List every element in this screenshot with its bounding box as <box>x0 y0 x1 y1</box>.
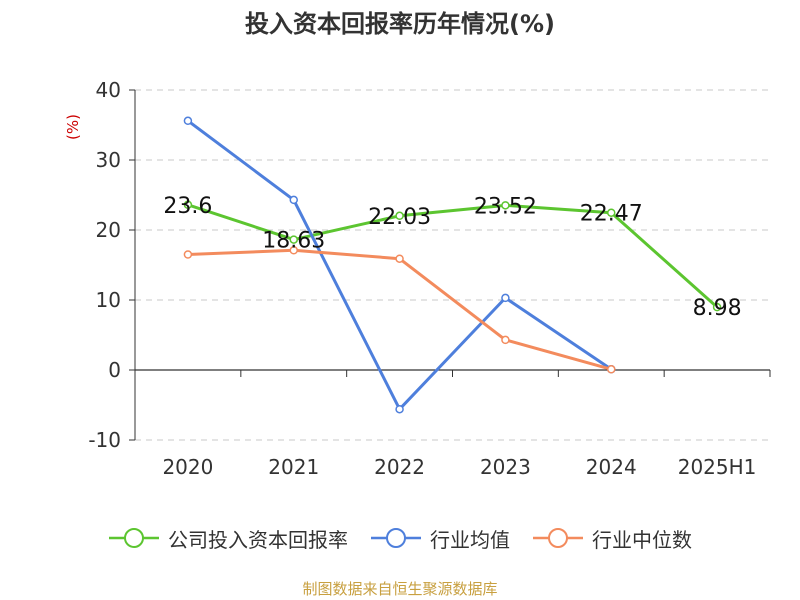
y-axis-label: (%) <box>64 114 82 140</box>
data-point <box>289 195 298 205</box>
data-point <box>501 335 510 345</box>
data-point <box>501 201 510 210</box>
legend-swatch-industry-avg <box>371 528 421 548</box>
data-point <box>712 302 722 312</box>
x-tick-label: 2020 <box>162 455 213 479</box>
x-tick-label: 2023 <box>480 455 531 479</box>
legend-label-company: 公司投入资本回报率 <box>168 527 348 552</box>
data-point <box>183 116 193 126</box>
legend-marker <box>124 528 144 548</box>
series-line-3 <box>187 248 612 371</box>
line-chart: 40 30 20 10 0 -10 (%) 2020 2021 2022 2023 2024 2025H… <box>64 78 771 479</box>
legend-item-industry-median[interactable]: 行业中位数 <box>532 524 692 553</box>
x-tick-label: 2024 <box>586 455 637 479</box>
data-label: 22.47 <box>580 202 643 227</box>
legend-item-industry-avg[interactable]: 行业均值 <box>370 524 510 553</box>
series-line-1 <box>187 203 719 309</box>
data-point <box>501 293 510 303</box>
data-point <box>607 208 616 217</box>
chart-title: 投入资本回报率历年情况(%) <box>245 10 555 38</box>
y-tick-label: 0 <box>108 358 121 382</box>
data-label: 18.63 <box>262 229 325 254</box>
data-point <box>395 254 404 263</box>
data-point <box>289 246 298 255</box>
legend-swatch-industry-median <box>533 528 583 548</box>
y-tick-label: 40 <box>96 78 121 102</box>
legend-label-industry-avg: 行业均值 <box>430 527 510 552</box>
legend-item-company[interactable]: 公司投入资本回报率 <box>108 524 348 553</box>
data-label: 22.03 <box>368 205 431 230</box>
x-tick-label: 2022 <box>374 455 425 479</box>
legend-marker <box>386 528 406 548</box>
legend-marker <box>548 528 568 548</box>
legend: 公司投入资本回报率 行业均值 行业中位数 <box>0 520 800 556</box>
data-point <box>607 365 616 374</box>
data-point <box>395 211 404 221</box>
y-tick-label: 10 <box>96 288 121 312</box>
y-tick-label: 20 <box>96 218 121 242</box>
legend-swatch-company <box>109 528 159 548</box>
data-label: 23.52 <box>474 194 537 219</box>
data-point <box>395 404 404 414</box>
series-line-2 <box>187 119 613 411</box>
data-point <box>183 200 193 210</box>
x-tick-label: 2025H1 <box>678 455 757 479</box>
y-tick-label: -10 <box>88 428 121 452</box>
data-label: 8.98 <box>693 296 742 321</box>
x-tick-label: 2021 <box>268 455 319 479</box>
data-label: 23.6 <box>163 194 212 219</box>
data-point <box>289 235 298 244</box>
legend-label-industry-median: 行业中位数 <box>592 527 692 552</box>
y-tick-label: 30 <box>96 148 121 172</box>
data-point <box>183 250 193 259</box>
data-source-note: 制图数据来自恒生聚源数据库 <box>302 580 498 598</box>
